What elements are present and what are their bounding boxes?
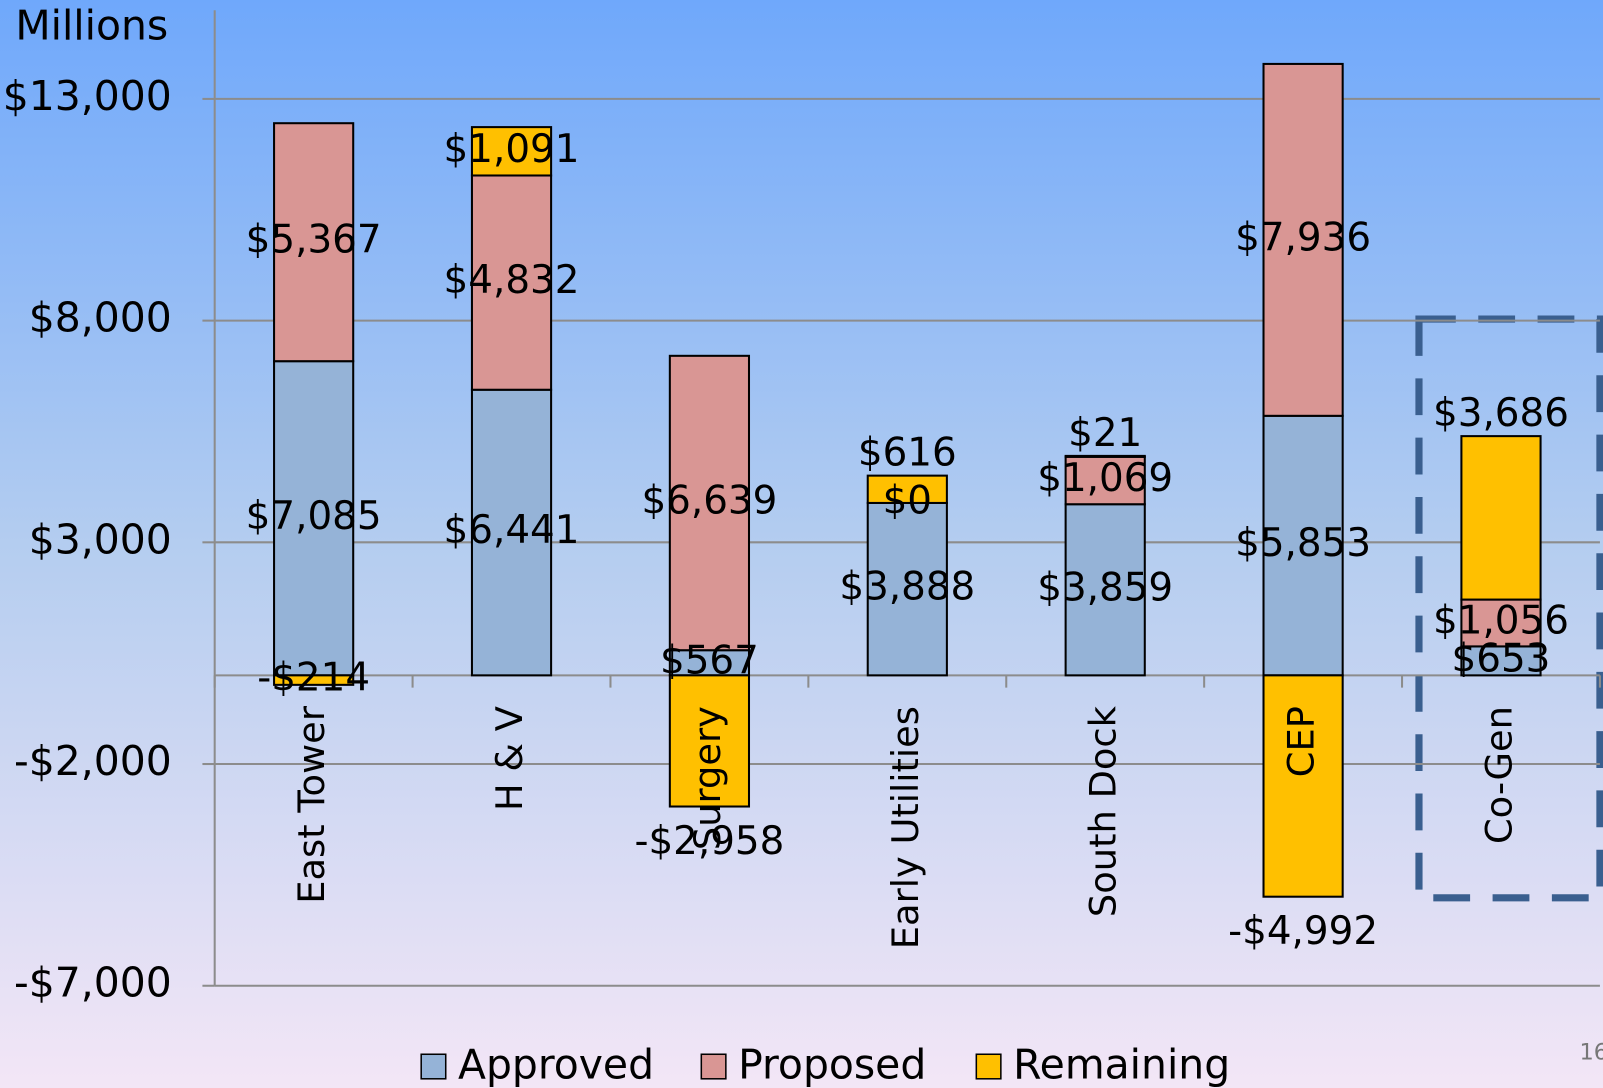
value-label: $5,367 — [246, 218, 382, 263]
y-tick-label: $3,000 — [29, 515, 172, 563]
value-label: $7,936 — [1235, 215, 1371, 260]
value-label: -$214 — [257, 656, 370, 701]
x-tick-label: Surgery — [686, 706, 729, 850]
value-label: $0 — [883, 478, 932, 523]
bar-segment — [1064, 455, 1146, 506]
value-label: $6,441 — [444, 508, 580, 553]
legend-swatch — [700, 1053, 727, 1080]
bar-segment — [1262, 674, 1344, 898]
value-label: $1,056 — [1433, 598, 1569, 643]
page-number: 16 — [1579, 1040, 1603, 1066]
x-tick-label: South Dock — [1082, 705, 1125, 917]
bar-segment — [1460, 645, 1542, 677]
value-label: $3,888 — [839, 565, 975, 610]
value-label: $3,686 — [1433, 391, 1569, 436]
value-label: $653 — [1452, 636, 1551, 681]
bar-segment — [1064, 454, 1146, 458]
highlight-box — [1415, 315, 1603, 902]
y-tick-label: $8,000 — [29, 294, 172, 342]
value-label: $567 — [660, 638, 759, 683]
value-label: $7,085 — [246, 494, 382, 539]
value-label: $3,859 — [1037, 565, 1173, 610]
legend-swatch — [420, 1053, 447, 1080]
x-tick-label: Early Utilities — [884, 706, 927, 949]
value-label: $21 — [1068, 411, 1142, 456]
value-label: $4,832 — [444, 258, 580, 303]
value-label: $1,091 — [444, 127, 580, 172]
value-label: $5,853 — [1235, 521, 1371, 566]
bar-segment — [668, 354, 751, 652]
x-tick-label: East Tower — [290, 705, 333, 904]
bar-segment — [1064, 503, 1146, 677]
x-tick-label: H & V — [488, 706, 531, 811]
value-label: $6,639 — [641, 479, 777, 524]
value-label: -$4,992 — [1228, 909, 1378, 954]
y-tick-label: -$2,000 — [14, 737, 172, 785]
bar-segment — [668, 649, 751, 677]
bar-segment — [470, 126, 553, 177]
legend-label: Proposed — [738, 1041, 926, 1088]
bar-segment — [273, 360, 355, 677]
y-tick-label: $13,000 — [3, 72, 172, 120]
x-tick-label: CEP — [1280, 706, 1323, 777]
bar-segment — [866, 501, 948, 677]
value-label: $1,069 — [1037, 456, 1173, 501]
bar-segment — [470, 174, 553, 391]
bar-segment — [668, 674, 751, 808]
bar-segment — [866, 474, 948, 504]
x-tick-label: Co-Gen — [1477, 706, 1520, 844]
bar-segment — [273, 122, 355, 363]
bar-segment — [1262, 414, 1344, 677]
y-axis-title: Millions — [15, 2, 168, 50]
value-label: -$2,958 — [634, 819, 784, 864]
legend-label: Remaining — [1013, 1041, 1230, 1088]
bar-segment — [273, 674, 355, 686]
legend-swatch — [975, 1053, 1002, 1080]
value-label: $616 — [858, 431, 957, 476]
y-tick-label: -$7,000 — [14, 959, 172, 1007]
bar-segment — [1262, 62, 1344, 417]
legend-label: Approved — [458, 1041, 654, 1088]
bar-segment — [1460, 435, 1542, 601]
